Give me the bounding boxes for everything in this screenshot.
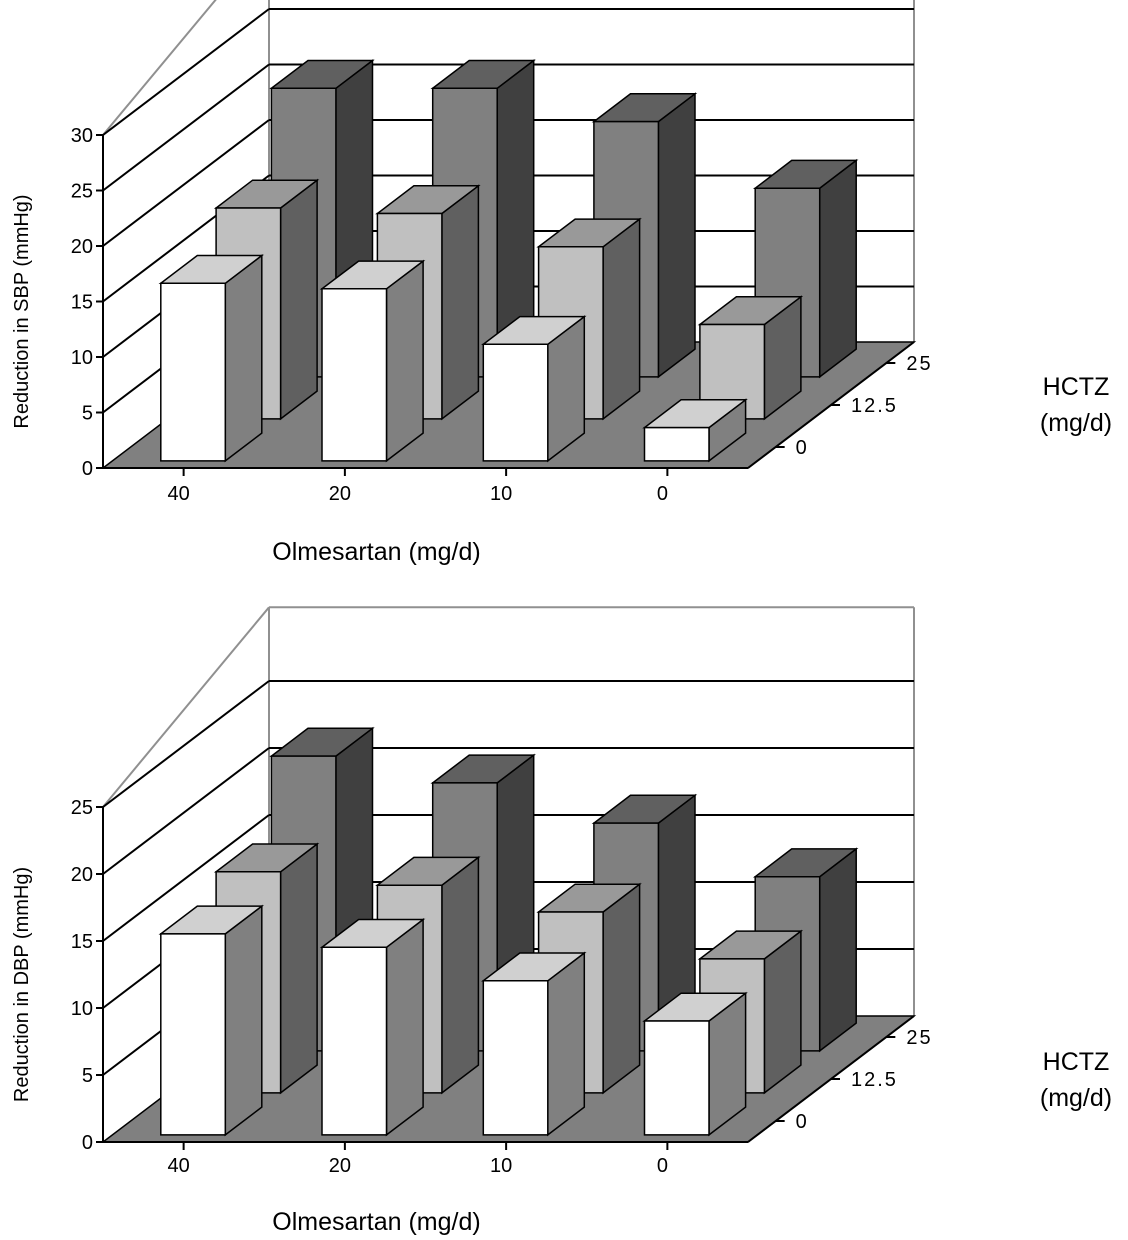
y-tick-label: 15 (71, 931, 93, 953)
x-tick-label: 20 (329, 1155, 351, 1177)
bar (481, 951, 587, 1137)
sbp-chart: 0 5 10 15 20 25 30 40 20 10 0 25 12.5 0 Olmesartan (mg… (11, 0, 1112, 566)
side-wall-top-edge (102, 606, 270, 808)
depth-tick-label: 12.5 (851, 395, 898, 417)
depth-axis: 25 12.5 0 (747, 1015, 932, 1143)
bar-front-face (643, 1020, 710, 1136)
y-tick-label: 30 (71, 125, 93, 147)
bar-front-face (160, 933, 227, 1136)
gridline-side (102, 63, 270, 192)
y-tick-label: 5 (82, 1065, 93, 1087)
depth-axis: 25 12.5 0 (747, 341, 932, 469)
bar (319, 259, 426, 463)
bar-side-face (279, 178, 318, 421)
y-axis: 0 5 10 15 20 25 30 (71, 125, 104, 480)
bar (642, 398, 748, 463)
depth-axis-unit: (mg/d) (1040, 1084, 1112, 1112)
bar-front-face (160, 282, 227, 462)
y-axis: 0 5 10 15 20 25 (71, 797, 104, 1154)
bar-side-face (602, 217, 641, 421)
depth-tick-label: 12.5 (851, 1069, 898, 1091)
bar-side-face (547, 951, 586, 1137)
bar-front-face (482, 343, 549, 462)
bar-side-face (657, 92, 696, 379)
x-tick-label: 0 (657, 483, 668, 505)
depth-axis-unit: (mg/d) (1040, 409, 1112, 437)
y-tick-label: 0 (82, 458, 93, 480)
bar-side-face (818, 158, 857, 379)
y-axis-title: Reduction in SBP (mmHg) (11, 194, 33, 428)
y-tick-label: 5 (82, 403, 93, 425)
bar-side-face (385, 917, 424, 1137)
x-tick-label: 10 (490, 1155, 512, 1177)
bar-side-face (224, 904, 263, 1137)
gridline-side (102, 119, 270, 247)
bars (158, 726, 859, 1137)
x-tick-label: 20 (329, 483, 351, 505)
bars (158, 58, 859, 463)
x-axis: 40 20 10 0 (103, 1141, 748, 1177)
y-tick-label: 25 (71, 181, 93, 203)
x-axis-title: Olmesartan (mg/d) (272, 1208, 480, 1236)
x-tick-label: 0 (657, 1155, 668, 1177)
bar (642, 991, 748, 1137)
y-tick-label: 20 (71, 236, 93, 258)
x-axis: 40 20 10 0 (103, 467, 748, 505)
y-tick-label: 0 (82, 1132, 93, 1154)
bar (158, 253, 265, 463)
bar (319, 917, 426, 1137)
bar-front-face (321, 946, 388, 1136)
depth-axis-title: HCTZ (1043, 1048, 1110, 1076)
dbp-chart: 0 5 10 15 20 25 40 20 10 0 25 12.5 0 Olmesartan (mg/d… (11, 606, 1112, 1236)
x-axis-title: Olmesartan (mg/d) (272, 538, 480, 566)
bar-side-face (224, 253, 263, 463)
depth-axis-title: HCTZ (1043, 373, 1110, 401)
bar-side-face (441, 855, 480, 1095)
bar (481, 315, 587, 463)
bar-front-face (321, 288, 388, 462)
bar-front-face (482, 980, 549, 1136)
side-wall-top-edge (102, 0, 217, 136)
y-tick-label: 20 (71, 864, 93, 886)
x-tick-label: 10 (490, 483, 512, 505)
bar-side-face (602, 882, 641, 1095)
y-axis-title: Reduction in DBP (mmHg) (11, 867, 33, 1102)
bar-side-face (818, 847, 857, 1053)
y-tick-label: 15 (71, 292, 93, 314)
depth-tick-label: 25 (906, 1027, 932, 1049)
y-tick-label: 25 (71, 797, 93, 819)
bar-side-face (441, 184, 480, 421)
depth-tick-label: 0 (796, 437, 809, 459)
depth-tick-label: 25 (906, 353, 932, 375)
gridline-side (102, 680, 270, 808)
bar-front-face (643, 426, 710, 462)
gridline-side (102, 814, 270, 942)
x-tick-label: 40 (168, 1155, 190, 1177)
x-tick-label: 40 (168, 483, 190, 505)
depth-tick-label: 0 (796, 1111, 809, 1133)
bar (158, 904, 265, 1137)
gridline-side (102, 8, 270, 136)
y-tick-label: 10 (71, 347, 93, 369)
gridlines (102, 680, 914, 1076)
y-tick-label: 10 (71, 998, 93, 1020)
bar-side-face (385, 259, 424, 463)
bar (697, 295, 804, 421)
bar-side-face (279, 842, 318, 1095)
gridline-side (102, 747, 270, 875)
